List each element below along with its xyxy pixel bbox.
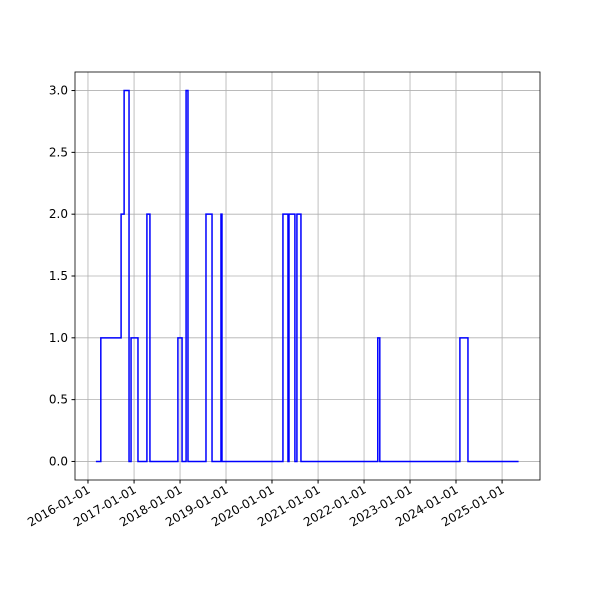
y-tick-label: 1.5 <box>49 269 68 283</box>
y-tick-label: 0.5 <box>49 393 68 407</box>
y-tick-label: 2.5 <box>49 145 68 159</box>
y-tick-label: 3.0 <box>49 84 68 98</box>
y-tick-label: 2.0 <box>49 207 68 221</box>
y-tick-label: 1.0 <box>49 331 68 345</box>
y-tick-label: 0.0 <box>49 454 68 468</box>
plot-frame <box>74 71 541 481</box>
step-line <box>95 89 519 463</box>
